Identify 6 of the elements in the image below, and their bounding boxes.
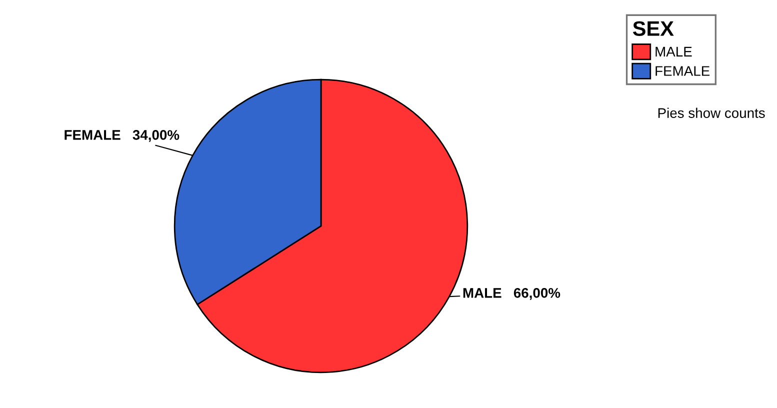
category-label: MALE 66,00% [463, 288, 560, 300]
text: Pies show counts [658, 108, 765, 118]
legend-label: MALE [656, 46, 692, 56]
category-label: FEMALE 34,00% [64, 130, 180, 142]
legend-title: SEX [632, 21, 674, 36]
legend-label: FEMALE [656, 66, 710, 76]
